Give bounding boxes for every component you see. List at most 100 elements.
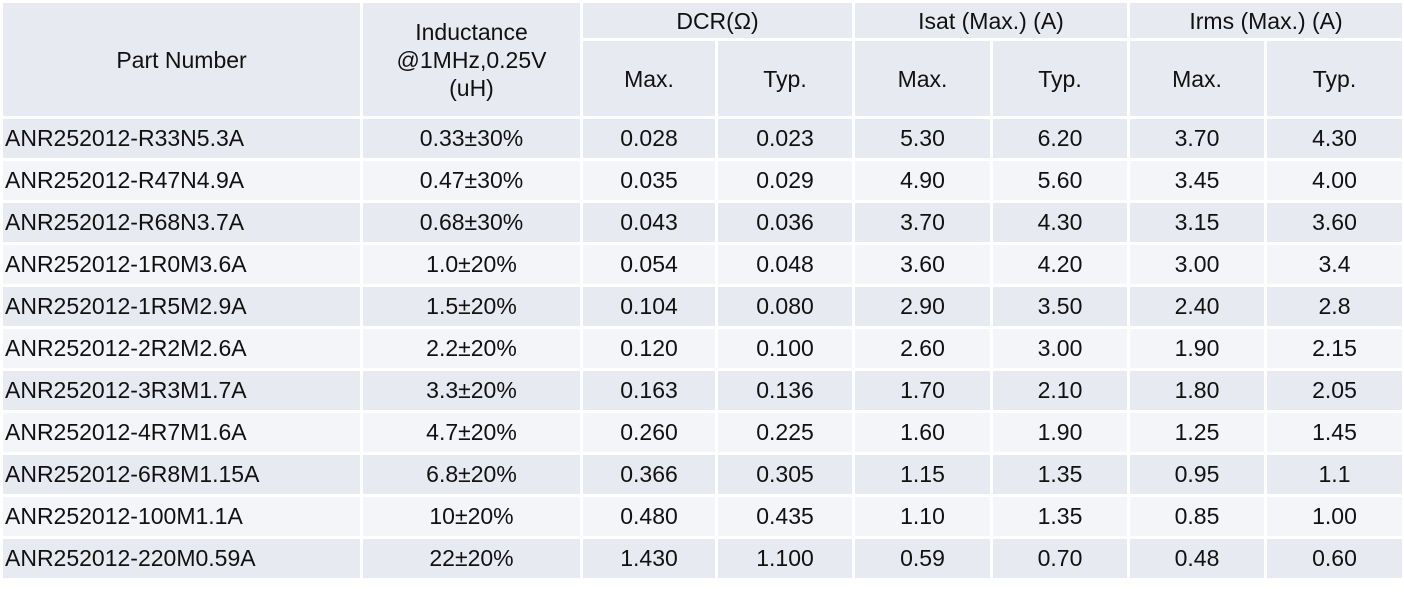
- cell-inductance: 4.7±20%: [360, 410, 583, 455]
- cell-isat-typ: 4.20: [989, 242, 1131, 287]
- cell-irms-max: 0.48: [1127, 536, 1268, 581]
- table-row: ANR252012-R47N4.9A 0.47±30% 0.035 0.029 4.90…: [0, 158, 1404, 203]
- cell-irms-max: 3.45: [1127, 158, 1268, 203]
- cell-isat-max: 3.60: [852, 242, 993, 287]
- cell-irms-max: 0.95: [1127, 452, 1268, 497]
- header-inductance-line-2: @1MHz,0.25V: [396, 46, 547, 73]
- header-inductance: Inductance @1MHz,0.25V (uH): [360, 0, 583, 119]
- header-irms-typ: Typ.: [1264, 38, 1404, 119]
- header-isat-max: Max.: [852, 38, 993, 119]
- cell-dcr-max: 0.366: [580, 452, 718, 497]
- cell-irms-max: 2.40: [1127, 284, 1268, 329]
- cell-dcr-typ: 1.100: [715, 536, 855, 581]
- cell-irms-typ: 2.05: [1264, 368, 1404, 413]
- cell-isat-max: 2.90: [852, 284, 993, 329]
- cell-part-number: ANR252012-4R7M1.6A: [0, 410, 363, 455]
- header-dcr-typ: Typ.: [715, 38, 855, 119]
- cell-isat-typ: 3.00: [989, 326, 1131, 371]
- cell-dcr-max: 0.260: [580, 410, 718, 455]
- cell-irms-max: 3.15: [1127, 200, 1268, 245]
- table-row: ANR252012-1R5M2.9A 1.5±20% 0.104 0.080 2.90 3…: [0, 284, 1404, 329]
- cell-irms-max: 3.70: [1127, 116, 1268, 161]
- cell-dcr-typ: 0.036: [715, 200, 855, 245]
- cell-part-number: ANR252012-100M1.1A: [0, 494, 363, 539]
- header-irms: Irms (Max.) (A): [1127, 0, 1404, 41]
- cell-isat-typ: 2.10: [989, 368, 1131, 413]
- table-row: ANR252012-3R3M1.7A 3.3±20% 0.163 0.136 1.70 2…: [0, 368, 1404, 413]
- cell-dcr-typ: 0.136: [715, 368, 855, 413]
- cell-part-number: ANR252012-220M0.59A: [0, 536, 363, 581]
- cell-part-number: ANR252012-3R3M1.7A: [0, 368, 363, 413]
- cell-dcr-max: 0.028: [580, 116, 718, 161]
- header-dcr: DCR(Ω): [580, 0, 855, 41]
- table-row: ANR252012-220M0.59A 22±20% 1.430 1.100 0.59 0…: [0, 536, 1404, 581]
- cell-irms-typ: 3.4: [1264, 242, 1404, 287]
- cell-isat-max: 5.30: [852, 116, 993, 161]
- header-isat: Isat (Max.) (A): [851, 0, 1131, 41]
- cell-isat-max: 4.90: [852, 158, 993, 203]
- cell-irms-typ: 4.00: [1264, 158, 1404, 203]
- cell-irms-max: 3.00: [1127, 242, 1268, 287]
- cell-isat-typ: 3.50: [989, 284, 1131, 329]
- cell-part-number: ANR252012-R68N3.7A: [0, 200, 363, 245]
- header-isat-typ: Typ.: [989, 38, 1131, 119]
- cell-irms-typ: 2.8: [1264, 284, 1404, 329]
- cell-inductance: 0.33±30%: [360, 116, 583, 161]
- cell-inductance: 22±20%: [360, 536, 583, 581]
- cell-part-number: ANR252012-6R8M1.15A: [0, 452, 363, 497]
- table-row: ANR252012-R68N3.7A 0.68±30% 0.043 0.036 3.70…: [0, 200, 1404, 245]
- cell-isat-typ: 6.20: [989, 116, 1131, 161]
- cell-irms-max: 1.80: [1127, 368, 1268, 413]
- cell-dcr-max: 0.163: [580, 368, 718, 413]
- cell-isat-typ: 1.35: [989, 452, 1131, 497]
- table-row: ANR252012-6R8M1.15A 6.8±20% 0.366 0.305 1.15…: [0, 452, 1404, 497]
- cell-irms-max: 1.90: [1127, 326, 1268, 371]
- cell-part-number: ANR252012-1R5M2.9A: [0, 284, 363, 329]
- cell-dcr-max: 0.104: [580, 284, 718, 329]
- cell-inductance: 0.47±30%: [360, 158, 583, 203]
- cell-dcr-typ: 0.225: [715, 410, 855, 455]
- cell-dcr-typ: 0.305: [715, 452, 855, 497]
- cell-dcr-max: 0.043: [580, 200, 718, 245]
- cell-isat-max: 1.10: [852, 494, 993, 539]
- cell-irms-typ: 3.60: [1264, 200, 1404, 245]
- cell-dcr-typ: 0.080: [715, 284, 855, 329]
- cell-isat-max: 0.59: [852, 536, 993, 581]
- cell-irms-typ: 0.60: [1264, 536, 1404, 581]
- header-inductance-line-1: Inductance: [415, 18, 528, 45]
- cell-inductance: 3.3±20%: [360, 368, 583, 413]
- cell-inductance: 10±20%: [360, 494, 583, 539]
- cell-inductance: 6.8±20%: [360, 452, 583, 497]
- cell-irms-typ: 1.1: [1264, 452, 1404, 497]
- table-row: ANR252012-4R7M1.6A 4.7±20% 0.260 0.225 1.60 1…: [0, 410, 1404, 455]
- cell-inductance: 2.2±20%: [360, 326, 583, 371]
- cell-dcr-max: 0.120: [580, 326, 718, 371]
- cell-part-number: ANR252012-2R2M2.6A: [0, 326, 363, 371]
- header-dcr-max: Max.: [580, 38, 718, 119]
- table-row: ANR252012-1R0M3.6A 1.0±20% 0.054 0.048 3.60 4…: [0, 242, 1404, 287]
- inductor-spec-table: Part Number Inductance @1MHz,0.25V (uH) …: [0, 0, 1404, 581]
- table-row: ANR252012-100M1.1A 10±20% 0.480 0.435 1.10 1.…: [0, 494, 1404, 539]
- cell-part-number: ANR252012-R33N5.3A: [0, 116, 363, 161]
- table-row: ANR252012-2R2M2.6A 2.2±20% 0.120 0.100 2.60 3…: [0, 326, 1404, 371]
- cell-inductance: 0.68±30%: [360, 200, 583, 245]
- cell-part-number: ANR252012-1R0M3.6A: [0, 242, 363, 287]
- cell-dcr-max: 1.430: [580, 536, 718, 581]
- header-part-number: Part Number: [0, 0, 363, 119]
- cell-dcr-typ: 0.048: [715, 242, 855, 287]
- cell-isat-max: 1.15: [852, 452, 993, 497]
- cell-dcr-max: 0.054: [580, 242, 718, 287]
- cell-irms-typ: 1.00: [1264, 494, 1404, 539]
- cell-irms-typ: 2.15: [1264, 326, 1404, 371]
- cell-isat-max: 2.60: [852, 326, 993, 371]
- cell-isat-max: 3.70: [852, 200, 993, 245]
- cell-dcr-max: 0.035: [580, 158, 718, 203]
- cell-inductance: 1.0±20%: [360, 242, 583, 287]
- cell-isat-typ: 4.30: [989, 200, 1131, 245]
- cell-dcr-max: 0.480: [580, 494, 718, 539]
- cell-dcr-typ: 0.100: [715, 326, 855, 371]
- cell-isat-typ: 1.35: [989, 494, 1131, 539]
- cell-isat-max: 1.60: [852, 410, 993, 455]
- cell-isat-typ: 1.90: [989, 410, 1131, 455]
- cell-irms-max: 1.25: [1127, 410, 1268, 455]
